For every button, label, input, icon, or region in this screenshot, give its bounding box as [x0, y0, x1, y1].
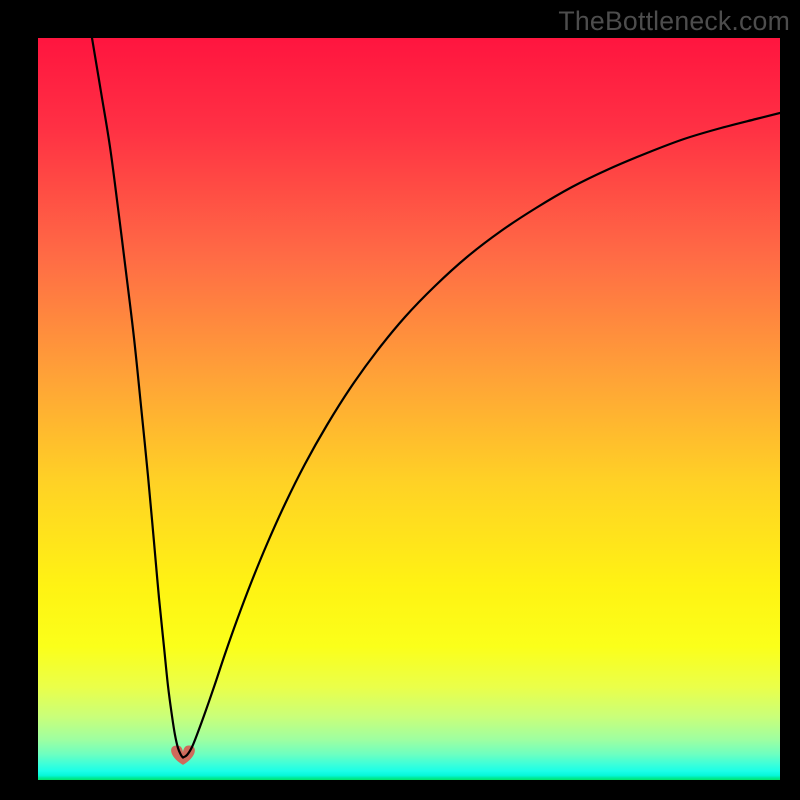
- frame-border-bottom: [0, 780, 800, 800]
- frame-border-right: [780, 0, 800, 800]
- curve-left-branch: [92, 38, 183, 758]
- plot-svg: [38, 38, 780, 780]
- plot-area: [38, 38, 780, 780]
- watermark-text: TheBottleneck.com: [558, 6, 790, 37]
- curve-right-branch: [183, 113, 780, 758]
- frame-border-left: [0, 0, 38, 800]
- chart-stage: TheBottleneck.com: [0, 0, 800, 800]
